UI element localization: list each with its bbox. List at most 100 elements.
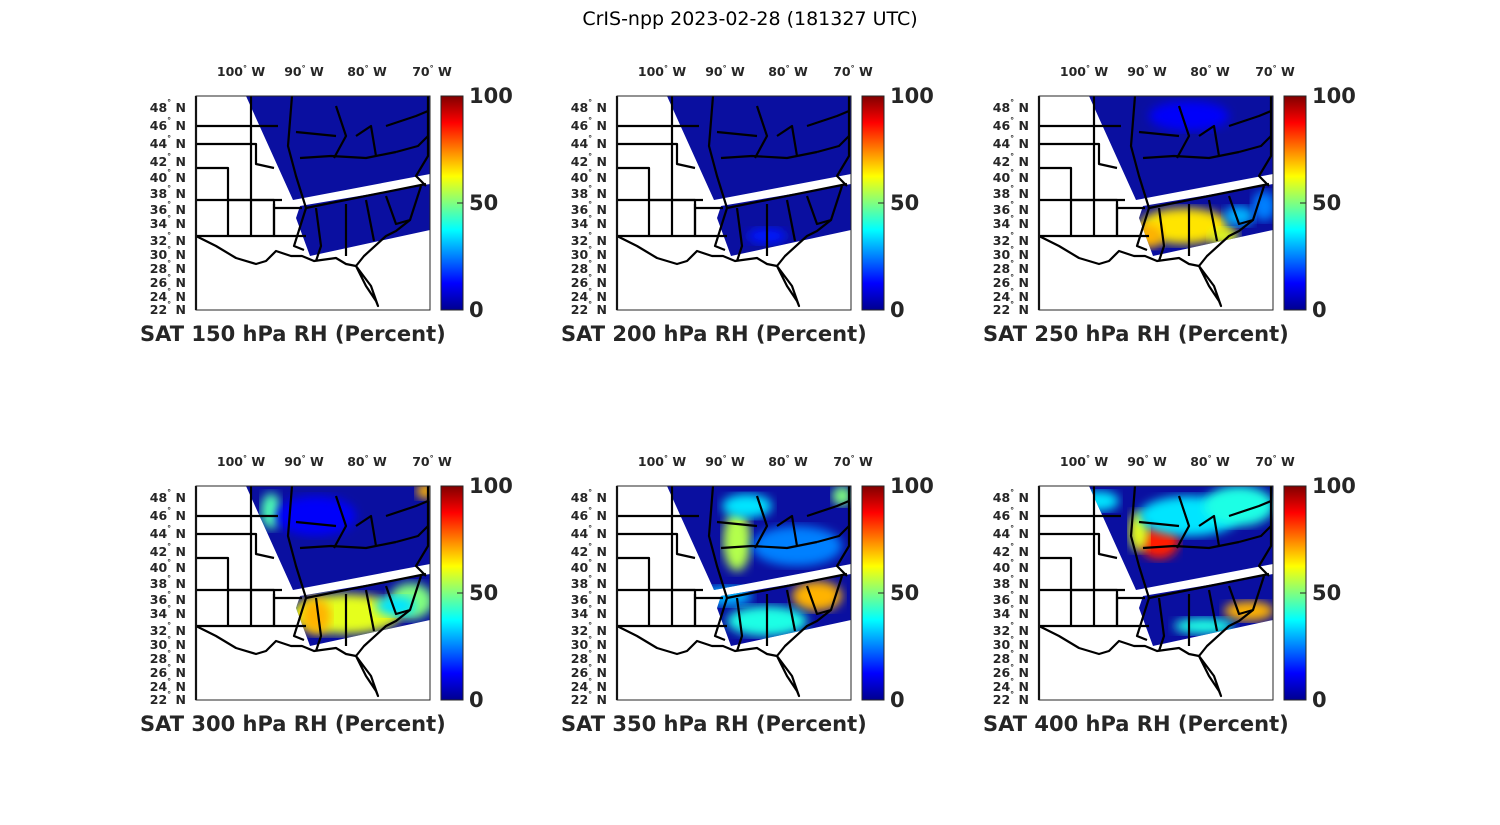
state-border-line: [726, 182, 848, 210]
lat-value: 30: [150, 247, 168, 262]
lat-hemisphere: N: [592, 289, 607, 304]
lat-tick-label: 46° N: [993, 116, 1029, 133]
state-border-line: [806, 109, 850, 128]
state-border-line: [1228, 109, 1272, 128]
lat-tick-label: 24° N: [571, 287, 607, 304]
lat-hemisphere: N: [592, 692, 607, 707]
lat-tick-label: 32° N: [571, 231, 607, 248]
state-border-line: [617, 142, 696, 170]
lat-value: 30: [993, 637, 1011, 652]
degree-sign: °: [1010, 259, 1014, 268]
state-border-line: [776, 514, 799, 547]
lat-tick-label: 26° N: [571, 663, 607, 680]
degree-sign: °: [1010, 214, 1014, 223]
lat-tick-label: 30° N: [571, 635, 607, 652]
lon-tick-label: 90° W: [705, 64, 745, 79]
lat-tick-label: 26° N: [150, 663, 186, 680]
lat-tick-label: 30° N: [571, 245, 607, 262]
lat-hemisphere: N: [592, 576, 607, 591]
lat-value: 24: [993, 679, 1011, 694]
degree-sign: °: [1010, 245, 1014, 254]
lat-tick-label: 22° N: [150, 300, 186, 317]
state-border-line: [816, 135, 850, 154]
lat-tick-label: 44° N: [150, 524, 186, 541]
lon-value: 80: [347, 64, 365, 79]
lat-tick-label: 26° N: [150, 273, 186, 290]
lat-tick-label: 22° N: [571, 690, 607, 707]
lat-tick-label: 26° N: [993, 663, 1029, 680]
degree-sign: °: [167, 488, 171, 497]
lon-tick-label: 100° W: [638, 454, 686, 469]
lon-hemisphere: W: [1212, 454, 1230, 469]
degree-sign: °: [167, 663, 171, 672]
lat-value: 46: [571, 118, 589, 133]
degree-sign: °: [167, 604, 171, 613]
state-border-line: [716, 130, 758, 138]
colorbar-tick-label: 0: [469, 298, 484, 322]
lat-value: 48: [993, 490, 1010, 505]
map-panel-250: 100° W 90° W 80° W 70° W48° N46° N44° N42° …: [983, 64, 1356, 346]
rh-field-patch: [301, 598, 331, 634]
lat-hemisphere: N: [1014, 216, 1029, 231]
lat-hemisphere: N: [1014, 665, 1029, 680]
rh-field-patch: [722, 494, 772, 518]
lat-tick-label: 22° N: [993, 690, 1029, 707]
lat-value: 44: [993, 136, 1011, 151]
lat-value: 44: [150, 526, 168, 541]
lat-value: 22: [150, 302, 167, 317]
lat-value: 32: [150, 233, 167, 248]
lat-hemisphere: N: [171, 170, 186, 185]
lon-tick-label: 90° W: [284, 454, 324, 469]
degree-sign: °: [1010, 184, 1014, 193]
lat-hemisphere: N: [1014, 576, 1029, 591]
state-border-line: [1038, 575, 1266, 698]
state-border-line: [1142, 150, 1240, 160]
state-border-line: [1207, 199, 1219, 242]
degree-sign: °: [167, 621, 171, 630]
lat-tick-label: 28° N: [993, 259, 1029, 276]
lat-hemisphere: N: [592, 233, 607, 248]
lat-tick-label: 44° N: [150, 134, 186, 151]
lat-value: 36: [993, 592, 1011, 607]
lat-hemisphere: N: [171, 665, 186, 680]
colorbar-tick-label: 50: [469, 581, 498, 605]
lat-tick-label: 28° N: [993, 649, 1029, 666]
state-border-line: [835, 486, 851, 577]
lon-hemisphere: W: [434, 64, 452, 79]
degree-sign: °: [167, 287, 171, 296]
degree-sign: °: [588, 635, 592, 644]
lat-hemisphere: N: [171, 233, 186, 248]
degree-sign: °: [664, 454, 668, 463]
lat-value: 48: [150, 100, 167, 115]
lat-tick-label: 42° N: [571, 152, 607, 169]
state-border-line: [720, 540, 818, 550]
lon-hemisphere: W: [727, 64, 745, 79]
state-border-line: [1115, 204, 1149, 238]
panel-title: SAT 200 hPa RH (Percent): [561, 322, 867, 346]
colorbar-tick-label: 50: [890, 581, 919, 605]
lon-tick-label: 70° W: [412, 64, 452, 79]
lon-value: 70: [412, 64, 430, 79]
lon-hemisphere: W: [727, 454, 745, 469]
lat-hemisphere: N: [592, 679, 607, 694]
state-border-line: [1157, 597, 1166, 652]
degree-sign: °: [167, 558, 171, 567]
degree-sign: °: [243, 64, 247, 73]
degree-sign: °: [1010, 677, 1014, 686]
lon-value: 90: [284, 454, 302, 469]
lat-hemisphere: N: [592, 170, 607, 185]
lat-hemisphere: N: [171, 202, 186, 217]
lat-hemisphere: N: [1014, 275, 1029, 290]
lat-hemisphere: N: [592, 526, 607, 541]
degree-sign: °: [167, 590, 171, 599]
lon-value: 80: [1190, 64, 1208, 79]
lat-value: 46: [993, 118, 1011, 133]
lat-value: 28: [571, 261, 588, 276]
degree-sign: °: [1010, 98, 1014, 107]
lat-hemisphere: N: [1014, 692, 1029, 707]
lat-tick-label: 30° N: [150, 635, 186, 652]
state-border-line: [355, 514, 378, 547]
lat-tick-label: 34° N: [150, 214, 186, 231]
colorbar-tick-label: 100: [1312, 84, 1356, 108]
lon-hemisphere: W: [247, 64, 265, 79]
